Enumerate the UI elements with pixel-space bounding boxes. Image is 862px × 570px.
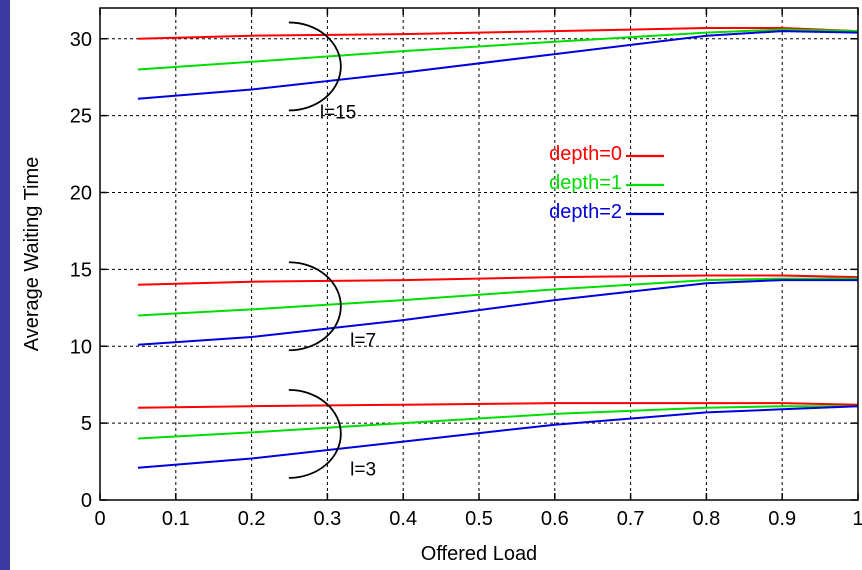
x-tick-label: 0.7: [617, 508, 645, 530]
y-tick-label: 0: [81, 490, 92, 512]
series-line-l3-depth0: [137, 402, 859, 409]
x-tick-label: 0.4: [389, 508, 417, 530]
annotation-label: l=3: [350, 459, 376, 480]
annotations: l=15 l=7 l=3: [320, 103, 376, 481]
series-line-l15-depth2: [137, 30, 859, 100]
grid-lines: [100, 8, 858, 500]
series-line-l15-depth1: [137, 28, 859, 71]
y-axis-label: Average Waiting Time: [21, 157, 43, 352]
series-line-l7-depth1: [137, 277, 858, 317]
series-line-l15-depth0: [137, 27, 859, 40]
x-tick-label: 1: [852, 508, 862, 530]
legend-label: depth=1: [549, 172, 622, 194]
group-bracket-arc: [288, 388, 342, 479]
x-tick-label: 0.5: [465, 508, 493, 530]
x-tick-label: 0.3: [313, 508, 341, 530]
group-bracket-arc: [288, 261, 342, 352]
x-axis-label: Offered Load: [421, 543, 537, 565]
series-line-l7-depth2: [137, 279, 858, 346]
series-line-l3-depth1: [137, 405, 858, 440]
y-tick-label: 10: [70, 336, 92, 358]
legend: depth=0 depth=1 depth=2: [549, 143, 664, 223]
series-line-l7-depth0: [137, 274, 859, 286]
x-tick-label: 0.1: [162, 508, 190, 530]
chart-figure: 0 0.1 0.2 0.3 0.4 0.5 0.6 0.7 0.8 0.9 1 0 5 10 15 20 25 3…: [10, 0, 862, 570]
x-tick-label: 0.9: [768, 508, 796, 530]
annotation-label: l=7: [350, 330, 376, 351]
legend-label: depth=0: [549, 143, 622, 165]
y-tick-label: 20: [70, 183, 92, 205]
x-tick-label: 0.6: [541, 508, 569, 530]
group-brackets: [288, 21, 342, 479]
x-tick-label: 0.8: [692, 508, 720, 530]
group-bracket-arc: [288, 21, 342, 112]
line-chart: 0 0.1 0.2 0.3 0.4 0.5 0.6 0.7 0.8 0.9 105101520253…: [21, 7, 862, 565]
y-tick-label: 5: [81, 413, 92, 435]
series-lines: [137, 27, 859, 469]
annotation-label: l=15: [320, 103, 356, 124]
x-tick-label: 0.2: [238, 508, 266, 530]
x-tick-label: 0: [94, 508, 105, 530]
axis-ticks: 0 0.1 0.2 0.3 0.4 0.5 0.6 0.7 0.8 0.9 105101520253…: [70, 8, 862, 530]
y-tick-label: 15: [70, 259, 92, 281]
y-tick-label: 25: [70, 106, 92, 128]
y-tick-label: 30: [70, 29, 92, 51]
series-line-l3-depth2: [137, 405, 859, 469]
legend-label: depth=2: [549, 201, 622, 223]
